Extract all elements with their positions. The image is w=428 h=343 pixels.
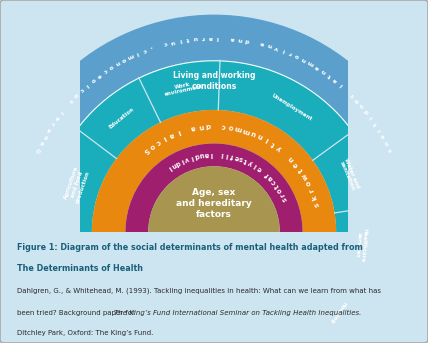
Text: e: e xyxy=(292,160,300,168)
Text: e: e xyxy=(256,164,263,172)
Text: S: S xyxy=(142,146,149,154)
Text: o: o xyxy=(354,97,361,103)
Text: c: c xyxy=(163,40,168,46)
Text: l: l xyxy=(253,162,258,168)
Text: n: n xyxy=(287,154,295,162)
Text: u: u xyxy=(193,35,198,41)
Text: o: o xyxy=(108,63,114,70)
Text: The Determinants of Health: The Determinants of Health xyxy=(17,264,143,273)
Text: n: n xyxy=(257,132,264,140)
Text: l: l xyxy=(339,82,344,87)
Text: d: d xyxy=(245,37,250,43)
Text: s: s xyxy=(313,202,321,207)
Text: i: i xyxy=(282,47,285,53)
Text: c: c xyxy=(78,86,84,93)
Text: e: e xyxy=(95,72,102,78)
Text: Dahlgren, G., & Whitehead, M. (1993). Tackling inequalities in health: What can : Dahlgren, G., & Whitehead, M. (1993). Ta… xyxy=(17,288,381,294)
Text: c: c xyxy=(101,68,107,74)
Text: n: n xyxy=(114,60,121,66)
Text: i: i xyxy=(377,128,383,132)
Text: t: t xyxy=(274,183,281,189)
Text: Healthcare
services: Healthcare services xyxy=(354,227,367,262)
Text: a: a xyxy=(332,76,339,83)
Text: u: u xyxy=(250,129,257,137)
Text: t: t xyxy=(270,140,276,147)
Text: e: e xyxy=(259,40,265,46)
Text: l: l xyxy=(211,151,213,157)
Text: y: y xyxy=(276,144,283,152)
Text: n: n xyxy=(170,161,177,169)
Text: m: m xyxy=(306,59,315,67)
Text: i: i xyxy=(225,152,229,158)
Text: a: a xyxy=(204,151,209,157)
Text: v: v xyxy=(274,45,279,50)
Text: i: i xyxy=(180,157,184,164)
Text: Housing: Housing xyxy=(328,300,346,324)
Text: u: u xyxy=(170,39,176,45)
Text: i: i xyxy=(190,154,194,160)
Text: n: n xyxy=(267,42,272,48)
Text: Figure 1: Diagram of the social determinants of mental health adapted from: Figure 1: Diagram of the social determin… xyxy=(17,243,363,252)
Text: i: i xyxy=(265,137,270,143)
Text: G: G xyxy=(34,146,41,153)
Text: t: t xyxy=(373,121,379,126)
Bar xyxy=(80,232,348,243)
Text: e: e xyxy=(45,127,51,133)
Wedge shape xyxy=(42,60,386,232)
Text: i: i xyxy=(84,82,89,87)
Text: Water and
sanitation: Water and sanitation xyxy=(338,158,360,191)
Text: a: a xyxy=(267,174,275,182)
Text: Age, sex
and hereditary
factors: Age, sex and hereditary factors xyxy=(176,188,252,220)
Text: a: a xyxy=(53,114,59,121)
Text: l: l xyxy=(220,151,223,157)
Text: Ditchley Park, Oxford: The King’s Fund.: Ditchley Park, Oxford: The King’s Fund. xyxy=(17,330,154,335)
Text: r: r xyxy=(309,187,315,193)
Text: l: l xyxy=(176,128,181,135)
Text: f: f xyxy=(264,171,270,178)
Text: Living and working
conditions: Living and working conditions xyxy=(173,71,255,91)
Text: t: t xyxy=(244,157,249,164)
Text: l: l xyxy=(179,37,182,43)
Text: s: s xyxy=(282,196,288,202)
Wedge shape xyxy=(0,15,428,232)
Text: o: o xyxy=(229,123,234,130)
Text: n: n xyxy=(359,102,366,109)
Wedge shape xyxy=(92,110,336,232)
Text: o: o xyxy=(148,142,155,150)
Text: n: n xyxy=(238,36,243,42)
Text: r: r xyxy=(201,35,205,40)
Text: v: v xyxy=(184,155,190,162)
Text: o: o xyxy=(121,56,127,62)
Text: c: c xyxy=(221,123,226,129)
Text: w: w xyxy=(301,172,309,181)
Text: Unemployment: Unemployment xyxy=(270,93,313,122)
Text: m: m xyxy=(127,52,135,60)
Text: a: a xyxy=(168,131,175,138)
Text: m: m xyxy=(242,127,250,134)
Text: a: a xyxy=(208,35,212,40)
Text: Agriculture
and food
production: Agriculture and food production xyxy=(64,166,90,204)
Wedge shape xyxy=(125,143,303,232)
Text: n: n xyxy=(320,68,327,74)
Text: e: e xyxy=(314,63,320,70)
Text: Education: Education xyxy=(108,106,135,129)
Text: c: c xyxy=(155,138,161,145)
Text: c: c xyxy=(349,92,355,98)
Text: r: r xyxy=(49,121,55,126)
Text: s: s xyxy=(388,147,394,152)
Text: The King’s Fund International Seminar on Tackling Health Inequalities.: The King’s Fund International Seminar on… xyxy=(114,310,361,316)
Text: t: t xyxy=(327,72,332,78)
Text: ,: , xyxy=(149,45,153,50)
Text: k: k xyxy=(311,194,318,200)
Text: n: n xyxy=(384,140,391,146)
Text: c: c xyxy=(270,178,278,185)
Text: o: o xyxy=(89,76,96,83)
Text: u: u xyxy=(199,151,205,158)
Text: e: e xyxy=(234,154,240,161)
Text: a: a xyxy=(230,35,235,41)
Text: m: m xyxy=(235,125,243,132)
Circle shape xyxy=(148,166,280,298)
Text: d: d xyxy=(205,122,211,129)
Text: o: o xyxy=(380,133,387,140)
